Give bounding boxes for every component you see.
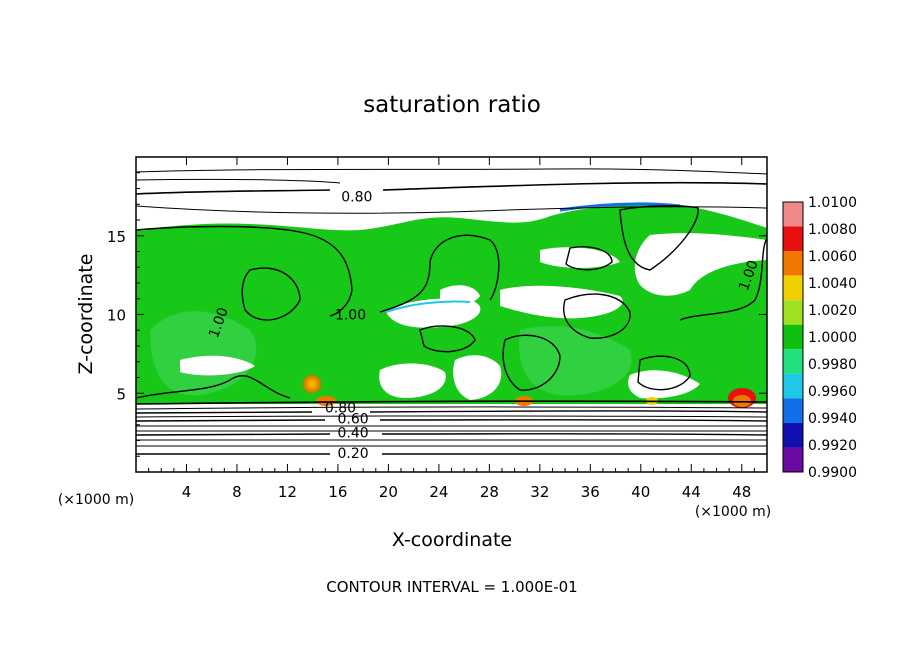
colorbar-level-label: 0.9980: [808, 357, 857, 373]
contour-line: [136, 419, 326, 422]
subsaturated-fringe: [385, 300, 471, 313]
supersaturated-spot: [300, 372, 324, 396]
contour-label: 0.80: [341, 189, 372, 205]
contour-interval-note: CONTOUR INTERVAL = 1.000E-01: [326, 578, 577, 596]
contour-line: [369, 410, 767, 413]
contour-line: [502, 334, 561, 391]
x-tick-label: 16: [328, 483, 347, 501]
y-tick-label: 5: [116, 385, 126, 403]
colorbar-swatch: [783, 373, 803, 399]
saturation-patch: [150, 311, 257, 396]
contour-label: 0.20: [337, 446, 368, 462]
x-tick-label: 28: [480, 483, 499, 501]
colorbar-frame: [782, 201, 804, 473]
contour-line: [619, 205, 699, 271]
colorbar-level-label: 1.0000: [808, 330, 857, 346]
contour-line: [136, 189, 331, 195]
colorbar-level-label: 1.0040: [808, 276, 857, 292]
unsaturated-region: [540, 247, 620, 268]
x-axis-title: X-coordinate: [392, 529, 512, 551]
colorbar: 1.0100 1.0080 1.0060 1.0040 1.0020 1.0000 0.99…: [782, 195, 857, 481]
x-tick-label: 8: [232, 483, 242, 501]
colorbar-level-label: 0.9940: [808, 411, 857, 427]
colorbar-level-label: 1.0100: [808, 195, 857, 211]
contour-line: [136, 205, 767, 214]
supersaturated-spot: [733, 395, 751, 407]
unsaturated-region: [180, 355, 255, 376]
unsaturated-region: [628, 370, 700, 399]
colorbar-swatch: [783, 398, 803, 423]
colorbar-swatch: [783, 251, 803, 276]
saturation-patch: [519, 326, 632, 396]
x-tick-label: 24: [429, 483, 448, 501]
x-tick-label: 48: [732, 483, 751, 501]
contour-line: [382, 181, 767, 191]
colorbar-swatch: [783, 324, 803, 350]
unsaturated-region: [634, 233, 767, 296]
x-axis-ticks: 4 8 12 16 20 24 28 32 36 40 44 48: [148, 157, 755, 501]
x-axis-unit-left: (×1000 m): [58, 492, 134, 508]
unsaturated-region: [379, 363, 446, 398]
supersaturated-spot: [316, 396, 336, 406]
y-axis-ticks: 5 10 15: [107, 172, 767, 457]
contour-line: [637, 355, 691, 391]
colorbar-level-label: 0.9920: [808, 438, 857, 454]
contour-line: [679, 237, 767, 321]
colorbar-level-label: 1.0060: [808, 249, 857, 265]
x-axis-unit-right: (×1000 m): [695, 504, 771, 520]
y-tick-label: 15: [107, 228, 126, 246]
x-tick-label: 32: [530, 483, 549, 501]
contour-label: 0.80: [325, 400, 356, 416]
colorbar-level-label: 1.0020: [808, 303, 857, 319]
contour-line: [136, 415, 767, 418]
unsaturated-region: [453, 355, 502, 400]
contour-label: 0.60: [337, 411, 368, 427]
contour-label: 1.00: [335, 308, 366, 324]
colorbar-swatch: [783, 275, 803, 301]
x-tick-label: 12: [278, 483, 297, 501]
y-tick-label: 10: [107, 307, 126, 325]
contour-line: [136, 225, 353, 317]
colorbar-swatch: [783, 447, 803, 472]
colorbar-swatch: [783, 300, 803, 325]
x-tick-label: 4: [182, 483, 192, 501]
contour-line: [136, 433, 331, 436]
chart-title: saturation ratio: [363, 92, 541, 118]
x-tick-label: 40: [631, 483, 650, 501]
contour-line: [136, 375, 291, 399]
contour-line: [136, 400, 767, 405]
colorbar-swatch: [783, 226, 803, 252]
contour-line: [136, 406, 767, 410]
contour-label: 0.40: [337, 426, 368, 442]
colorbar-level-label: 0.9900: [808, 465, 857, 481]
x-tick-label: 36: [581, 483, 600, 501]
x-tick-label: 44: [682, 483, 701, 501]
plot-area: [136, 157, 767, 472]
colorbar-level-label: 1.0080: [808, 222, 857, 238]
colorbar-level-label: 0.9960: [808, 384, 857, 400]
colorbar-swatch: [783, 422, 803, 448]
contour-line: [136, 411, 313, 414]
contour-line: [136, 168, 767, 175]
unsaturated-region: [440, 285, 480, 305]
contour-line: [379, 419, 767, 422]
contour-line: [419, 325, 476, 353]
y-axis-title: Z-coordinate: [75, 254, 97, 375]
contour-line: [563, 293, 631, 339]
contour-line: [241, 267, 301, 321]
contour-line: [379, 234, 500, 313]
contour-labels: 0.80 1.00 1.00 1.00 0.80 0.60 0.40 0.20: [206, 189, 762, 462]
contour-line: [565, 246, 613, 271]
x-tick-label: 20: [379, 483, 398, 501]
colorbar-swatch: [783, 349, 803, 374]
colorbar-swatch: [783, 202, 803, 227]
contour-line: [381, 433, 767, 436]
contour-line: [136, 178, 341, 184]
